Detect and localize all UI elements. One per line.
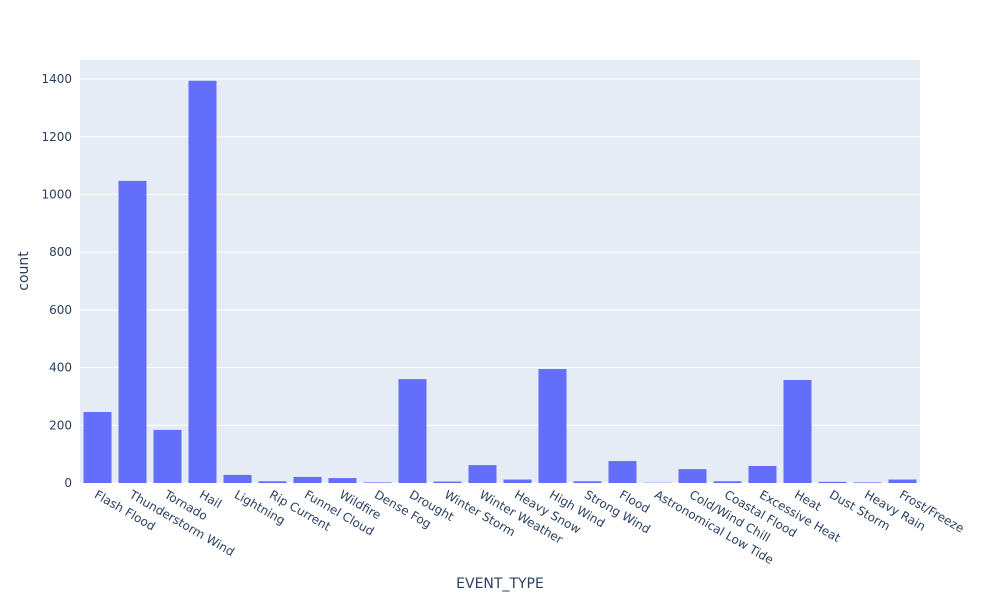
bar — [679, 469, 707, 483]
bar — [399, 379, 427, 483]
bar — [819, 482, 847, 483]
bar — [714, 481, 742, 483]
y-tick-label: 600 — [49, 303, 72, 317]
y-axis-title: count — [16, 251, 32, 291]
bar — [364, 482, 392, 483]
bar — [889, 480, 917, 483]
y-tick-label: 0 — [64, 476, 72, 490]
bar — [749, 466, 777, 483]
bar — [224, 475, 252, 483]
bar — [574, 481, 602, 483]
bar — [119, 181, 147, 483]
bar — [329, 478, 357, 483]
y-tick-label: 1200 — [41, 130, 72, 144]
bar — [189, 81, 217, 483]
bar — [469, 465, 497, 483]
y-tick-label: 200 — [49, 418, 72, 432]
y-tick-label: 400 — [49, 361, 72, 375]
bar — [259, 481, 287, 483]
bar — [539, 369, 567, 483]
y-tick-label: 800 — [49, 245, 72, 259]
bar — [784, 380, 812, 483]
bar — [609, 461, 637, 483]
bar — [434, 482, 462, 483]
bar — [504, 480, 532, 483]
bar — [294, 477, 322, 483]
x-axis-title: EVENT_TYPE — [456, 576, 544, 592]
bar — [854, 482, 882, 483]
y-tick-label: 1000 — [41, 187, 72, 201]
bar — [84, 412, 112, 483]
y-tick-label: 1400 — [41, 72, 72, 86]
bar — [154, 430, 182, 483]
